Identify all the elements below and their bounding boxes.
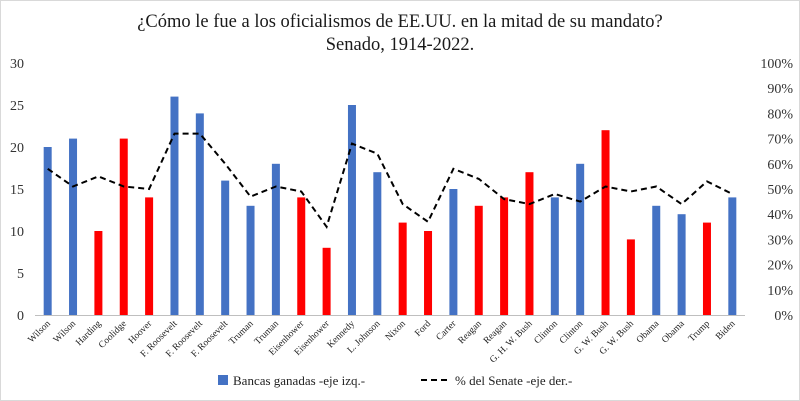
bar [474, 205, 483, 315]
bar [221, 180, 230, 315]
legend-label-line: % del Senate -eje der.- [455, 373, 572, 388]
x-tick-label: Obama [635, 318, 662, 345]
legend: Bancas ganadas -eje izq.- % del Senate -… [218, 373, 572, 388]
bar [576, 163, 585, 315]
y-left-tick-label: 15 [10, 183, 24, 198]
bar [652, 205, 661, 315]
bar [398, 222, 407, 315]
bar [69, 138, 78, 315]
y-right-tick-label: 60% [767, 158, 793, 173]
chart-subtitle: Senado, 1914-2022. [326, 35, 475, 55]
chart-title: ¿Cómo le fue a los oficialismos de EE.UU… [137, 12, 663, 32]
x-tick-label: Biden [714, 319, 737, 342]
x-tick-label: Trump [687, 319, 712, 344]
bar [525, 172, 534, 315]
y-right-tick-label: 100% [760, 57, 793, 72]
bar [550, 197, 559, 315]
y-right-tick-label: 80% [767, 107, 793, 122]
x-tick-label: Obama [660, 318, 687, 345]
bar [195, 113, 204, 316]
bar [347, 105, 356, 315]
bar [246, 205, 255, 315]
bar [373, 172, 382, 315]
y-right-tick-label: 20% [767, 259, 793, 274]
bar-series [43, 96, 737, 316]
y-right-tick-label: 90% [767, 82, 793, 97]
bar [601, 130, 610, 315]
bar [271, 163, 280, 315]
y-left-tick-label: 5 [17, 267, 24, 282]
legend-label-bars: Bancas ganadas -eje izq.- [233, 373, 365, 388]
bar [43, 147, 52, 315]
bar [145, 197, 154, 315]
x-tick-label: Truman [228, 319, 256, 347]
bar [94, 231, 103, 315]
line-series [47, 132, 733, 230]
x-tick-label: Clinton [533, 319, 560, 346]
bar [728, 197, 737, 315]
x-tick-label: Nixon [384, 319, 408, 343]
y-axis-left: 0 5 10 15 20 25 30 [10, 57, 24, 324]
y-axis-right: 0% 10% 20% 30% 40% 50% 60% 70% 80% 90% 100% [760, 57, 793, 324]
y-right-tick-label: 70% [767, 133, 793, 148]
x-tick-label: Reagan [457, 319, 484, 346]
y-right-tick-label: 40% [767, 208, 793, 223]
bar [170, 96, 179, 315]
bar [119, 138, 128, 315]
y-left-tick-label: 25 [10, 99, 24, 114]
bar [626, 239, 635, 315]
bar [702, 222, 711, 315]
y-right-tick-label: 50% [767, 183, 793, 198]
y-left-tick-label: 10 [10, 225, 24, 240]
bar [297, 197, 306, 315]
y-right-tick-label: 10% [767, 284, 793, 299]
bar [424, 231, 433, 315]
x-tick-label: Coolidge [97, 319, 129, 351]
y-left-tick-label: 20 [10, 141, 24, 156]
legend-swatch-bars [218, 375, 228, 385]
x-tick-label: Wilson [27, 319, 53, 345]
y-left-tick-label: 30 [10, 57, 24, 72]
y-right-tick-label: 30% [767, 233, 793, 248]
bar [500, 197, 509, 315]
bar [322, 247, 331, 315]
bar [677, 214, 686, 315]
x-tick-label: Ford [413, 319, 433, 339]
y-left-tick-label: 0 [17, 309, 24, 324]
y-right-tick-label: 0% [774, 309, 793, 324]
bar [449, 189, 458, 315]
